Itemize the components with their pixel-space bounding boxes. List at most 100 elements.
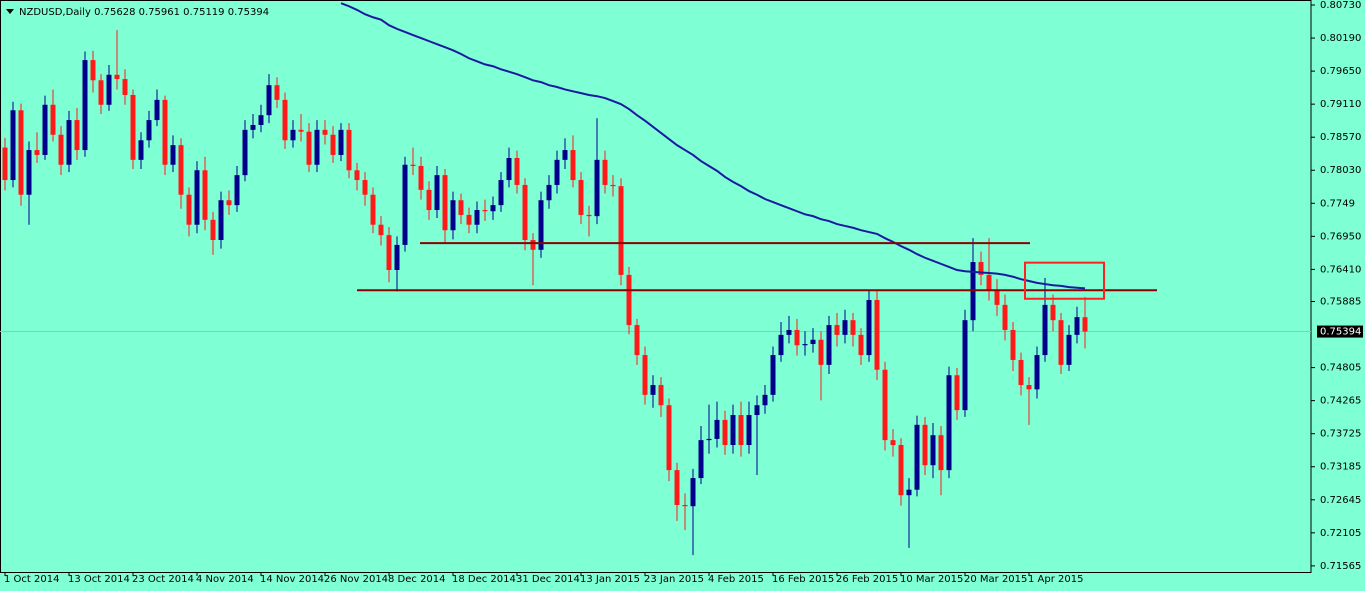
y-tick-label: 0.76950: [1320, 231, 1361, 242]
candle-body: [906, 489, 912, 496]
candle-body: [778, 334, 784, 356]
candle-body: [330, 134, 336, 155]
candle-body: [362, 180, 368, 195]
candle-body: [578, 180, 584, 215]
candle-body: [586, 214, 592, 217]
candle-body: [1050, 304, 1056, 321]
candle-body: [818, 339, 824, 365]
candle-body: [1074, 317, 1080, 335]
candle-body: [650, 385, 656, 395]
candle-body: [714, 419, 720, 439]
candle-body: [658, 385, 664, 406]
chart-header: NZDUSD,Daily 0.75628 0.75961 0.75119 0.7…: [19, 7, 269, 18]
candle-body: [946, 375, 952, 471]
x-tick-label: 1 Oct 2014: [4, 574, 59, 585]
candle-body: [1082, 317, 1088, 332]
x-tick-label: 10 Mar 2015: [900, 574, 963, 585]
candle-body: [434, 175, 440, 211]
x-tick-label: 23 Oct 2014: [132, 574, 194, 585]
y-tick-label: 0.74805: [1320, 363, 1361, 374]
candle-body: [50, 104, 56, 135]
y-tick-label: 0.79650: [1320, 66, 1361, 77]
candle-body: [930, 435, 936, 466]
candle-body: [842, 320, 848, 335]
candle-body: [266, 85, 272, 116]
candle-body: [218, 200, 224, 241]
menu-arrow[interactable]: [6, 9, 14, 14]
candle-body: [874, 299, 880, 370]
high-value: 0.75961: [139, 7, 180, 18]
candle-body: [442, 175, 448, 231]
y-tick-label: 0.78030: [1320, 165, 1361, 176]
candle-body: [346, 129, 352, 171]
candle-body: [570, 150, 576, 181]
x-tick-label: 8 Dec 2014: [388, 574, 446, 585]
x-tick-label: 26 Nov 2014: [324, 574, 388, 585]
x-tick-label: 23 Jan 2015: [644, 574, 704, 585]
candle-body: [42, 104, 48, 155]
candle-body: [626, 274, 632, 326]
candle-body: [962, 320, 968, 411]
moving-average: [340, 2, 1086, 290]
candle-body: [834, 325, 840, 335]
candle-body: [530, 240, 536, 250]
candle-body: [514, 158, 520, 185]
x-tick-label: 18 Dec 2014: [452, 574, 516, 585]
candle-body: [722, 419, 728, 446]
candle-body: [322, 129, 328, 135]
candle-body: [522, 184, 528, 241]
candle-body: [674, 470, 680, 505]
y-tick-label: 0.79110: [1320, 99, 1361, 110]
candle-body: [938, 435, 944, 471]
candle-body: [898, 445, 904, 496]
x-tick-label: 31 Dec 2014: [516, 574, 580, 585]
y-tick-label: 0.73725: [1320, 429, 1361, 440]
candle-body: [1042, 304, 1048, 356]
candle-body: [122, 79, 128, 95]
candle-body: [426, 189, 432, 211]
candle-body: [546, 184, 552, 201]
x-tick-label: 13 Jan 2015: [580, 574, 640, 585]
candle-body: [594, 159, 600, 217]
candle-body: [282, 99, 288, 141]
candle-body: [690, 478, 696, 507]
candle-body: [1034, 355, 1040, 390]
candle-body: [66, 120, 72, 165]
candle-body: [186, 194, 192, 225]
highlight-zone: [1024, 261, 1105, 300]
x-tick-label: 16 Feb 2015: [772, 574, 834, 585]
candle-body: [738, 415, 744, 446]
y-tick-label: 0.72105: [1320, 528, 1361, 539]
candle-body: [882, 369, 888, 441]
candle-body: [490, 205, 496, 212]
y-tick-label: 0.80190: [1320, 33, 1361, 44]
candle-body: [250, 124, 256, 130]
candle-body: [26, 150, 32, 195]
candle-body: [466, 214, 472, 225]
candle-body: [34, 150, 40, 155]
candle-body: [418, 165, 424, 190]
open-value: 0.75628: [94, 7, 135, 18]
y-tick-label: 0.71565: [1320, 561, 1361, 572]
x-tick-label: 14 Nov 2014: [260, 574, 324, 585]
candle-body: [274, 85, 280, 100]
y-tick-label: 0.80730: [1320, 0, 1361, 11]
candle-body: [730, 415, 736, 446]
current-price-label: 0.75394: [1320, 327, 1361, 338]
y-tick-label: 0.7749: [1320, 198, 1355, 209]
y-tick-label: 0.72645: [1320, 495, 1361, 506]
candle-body: [538, 200, 544, 250]
candle-body: [106, 74, 112, 105]
x-tick-label: 13 Oct 2014: [68, 574, 130, 585]
candle-body: [506, 158, 512, 181]
candle-body: [602, 159, 608, 185]
candle-body: [458, 200, 464, 215]
candle-body: [154, 99, 160, 121]
candle-body: [986, 274, 992, 291]
candle-body: [618, 186, 624, 275]
candle-body: [210, 219, 216, 241]
candle-body: [10, 110, 16, 181]
low-value: 0.75119: [183, 7, 224, 18]
candle-body: [138, 140, 144, 160]
